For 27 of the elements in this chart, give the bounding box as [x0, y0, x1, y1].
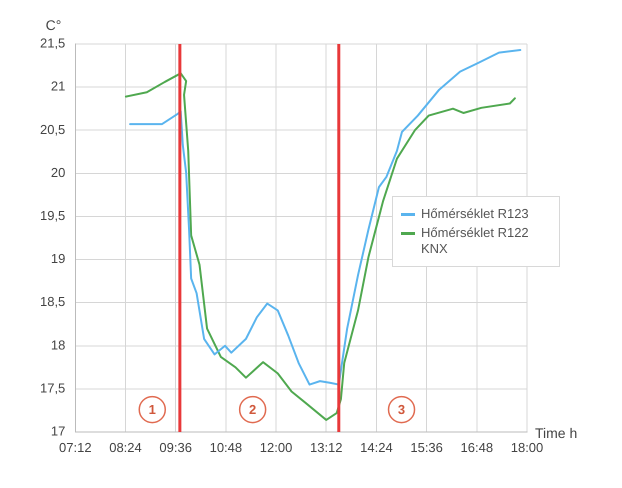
y-tick-label: 18,5 [40, 294, 66, 310]
y-tick-label: 19 [50, 251, 66, 266]
y-tick-label: 17,5 [40, 380, 66, 396]
x-tick-label: 18:00 [510, 440, 544, 456]
annotation: 1 [148, 402, 156, 418]
x-axis-title: Time h [535, 424, 578, 441]
x-tick-label: 08:24 [109, 440, 142, 456]
y-axis-title: C° [46, 17, 62, 33]
y-tick-label: 18 [50, 337, 66, 352]
x-tick-label: 13:12 [310, 440, 343, 456]
annotation: 3 [398, 402, 406, 418]
x-tick-label: 07:12 [59, 440, 92, 456]
y-tick-label: 21 [50, 78, 66, 94]
y-tick-label: 20,5 [40, 122, 66, 137]
x-tick-label: 15:36 [410, 440, 443, 456]
x-tick-label: 12:00 [260, 440, 292, 456]
legend-label: Hőmérséklet R122 KNX [421, 225, 530, 257]
annotation: 2 [249, 402, 256, 418]
x-tick-label: 16:48 [460, 440, 494, 456]
y-tick-label: 19,5 [40, 208, 66, 224]
y-tick-label: 20 [50, 164, 66, 180]
y-tick-label: 21,5 [40, 36, 66, 51]
legend-label: Hőmérséklet R123 [421, 206, 529, 222]
x-tick-label: 09:36 [159, 440, 192, 456]
x-tick-label: 10:48 [210, 440, 242, 456]
x-tick-label: 14:24 [360, 440, 393, 456]
y-tick-label: 17 [50, 424, 66, 439]
